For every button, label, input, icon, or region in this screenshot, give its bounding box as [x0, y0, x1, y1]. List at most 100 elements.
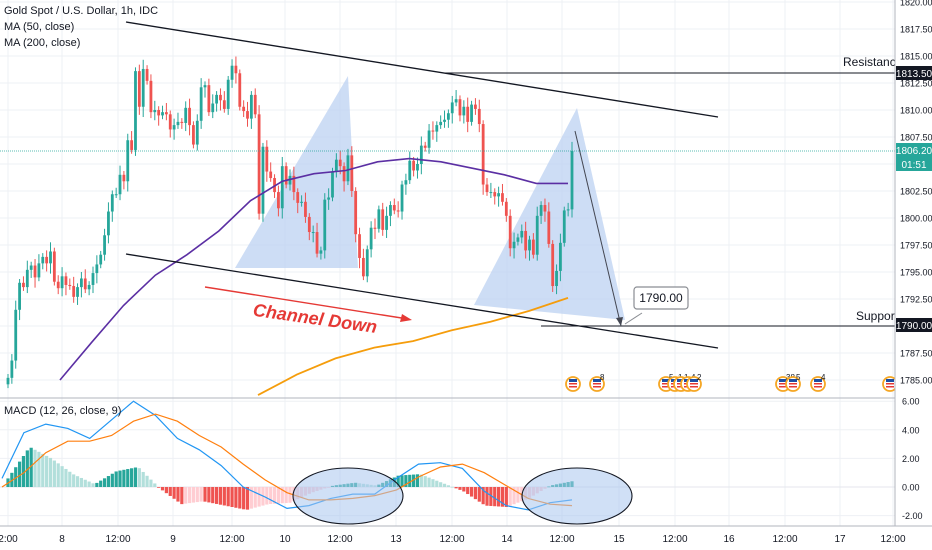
histogram-bar	[184, 487, 188, 504]
candle	[95, 255, 99, 284]
histogram-bar	[207, 487, 211, 503]
candle	[543, 198, 547, 222]
candle	[234, 56, 238, 84]
candle	[304, 192, 307, 223]
candle	[489, 182, 493, 199]
candle	[257, 105, 261, 220]
histogram-bar	[106, 476, 111, 487]
candle	[435, 121, 439, 142]
macd-divergence-ellipse-2[interactable]	[521, 467, 633, 525]
macd-legend[interactable]: MACD (12, 26, close, 9)	[4, 405, 122, 417]
histogram-bar	[462, 487, 466, 492]
svg-text:01:51: 01:51	[901, 160, 926, 171]
time-tick: 12:00	[549, 534, 574, 545]
candle	[520, 224, 524, 244]
candle	[72, 276, 76, 303]
histogram-bar	[439, 482, 443, 487]
time-tick: 2:00	[0, 534, 18, 545]
histogram-bar	[504, 487, 508, 507]
time-tick: 13	[390, 534, 402, 545]
price-tick: 1795.00	[900, 268, 932, 278]
histogram-bar	[493, 487, 497, 507]
ma200-legend[interactable]: MA (200, close)	[4, 37, 81, 49]
candle	[134, 67, 137, 156]
candle	[512, 232, 516, 259]
event-count: 2	[697, 373, 702, 382]
macd-tick: 4.00	[902, 425, 920, 435]
ma50-line[interactable]	[59, 157, 568, 381]
histogram-bar	[114, 471, 118, 487]
histogram-bar	[203, 487, 207, 502]
time-tick: 12:00	[880, 534, 905, 545]
candle	[14, 300, 18, 369]
candle	[427, 124, 431, 154]
macd-tick: -2.00	[902, 511, 923, 521]
candle	[168, 110, 172, 138]
candle	[99, 250, 103, 269]
candle	[56, 275, 60, 295]
candle	[172, 118, 176, 140]
candlestick-series	[6, 56, 574, 389]
time-axis[interactable]	[0, 526, 932, 550]
price-tick: 1800.00	[900, 214, 932, 224]
macd-tick: 6.00	[902, 397, 920, 407]
economic-events[interactable]: 8511423854	[565, 373, 898, 392]
macd-divergence-ellipse-1[interactable]	[292, 467, 404, 525]
candle	[400, 180, 404, 220]
signal-line[interactable]	[1, 413, 573, 507]
price-axis[interactable]	[895, 0, 932, 526]
histogram-bar	[37, 451, 41, 487]
candle	[311, 225, 315, 243]
time-tick: 10	[279, 534, 291, 545]
histogram-bar	[160, 487, 165, 491]
candle	[157, 106, 161, 126]
ma200-line[interactable]	[257, 297, 569, 396]
target-callout[interactable]: 1790.00	[624, 286, 689, 325]
histogram-bar	[126, 469, 130, 487]
time-tick: 14	[501, 534, 513, 545]
left-shoulder-triangle[interactable]	[235, 76, 358, 268]
candle	[419, 136, 423, 175]
histogram-bar	[423, 476, 427, 487]
histogram-bar	[45, 455, 49, 487]
candle	[555, 264, 558, 295]
candle	[25, 260, 29, 294]
candle	[528, 235, 531, 261]
candle	[33, 259, 37, 288]
channel-down-arrow[interactable]	[204, 286, 412, 322]
histogram-bar	[497, 487, 501, 507]
candle	[280, 156, 284, 219]
price-tick: 1802.50	[900, 187, 932, 197]
histogram-bar	[41, 453, 45, 487]
histogram-bar	[14, 467, 18, 487]
histogram-bar	[122, 469, 126, 487]
candle	[199, 78, 203, 129]
histogram-bar	[226, 487, 230, 507]
candle	[570, 141, 574, 218]
candle	[423, 141, 427, 152]
candle	[300, 195, 303, 207]
candle	[497, 186, 501, 207]
channel-lower-line[interactable]	[125, 253, 719, 349]
histogram-bar	[25, 450, 29, 487]
candle	[396, 201, 400, 218]
support-price-tag: 1790.00	[896, 318, 932, 332]
candle	[6, 374, 10, 389]
projection-arrow[interactable]	[574, 130, 623, 327]
macd-line[interactable]	[1, 400, 573, 511]
candle	[41, 253, 45, 270]
channel-upper-line[interactable]	[125, 21, 719, 118]
histogram-bar	[95, 482, 99, 487]
price-tick: 1787.50	[900, 349, 932, 359]
histogram-bar	[91, 483, 95, 487]
histogram-bar	[99, 480, 103, 487]
candle	[296, 188, 300, 214]
candle	[76, 283, 79, 305]
histogram-bar	[431, 479, 435, 487]
candle	[141, 59, 145, 118]
histogram-bar	[145, 475, 149, 487]
histogram-bar	[164, 487, 168, 494]
ma50-legend[interactable]: MA (50, close)	[4, 21, 75, 33]
candle	[458, 95, 462, 122]
